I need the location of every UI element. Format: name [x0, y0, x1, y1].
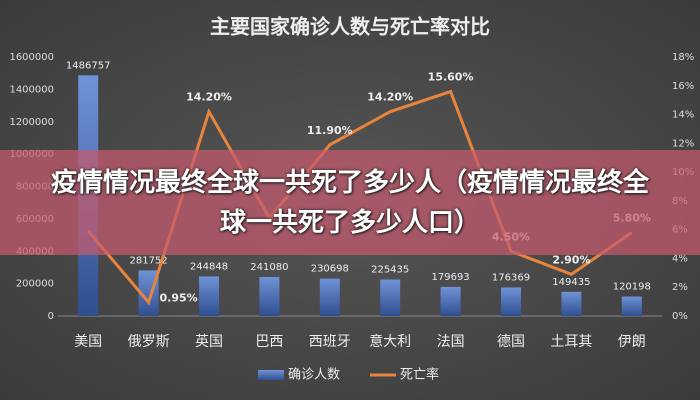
y2-tick-label: 2%: [672, 282, 688, 293]
chart-title: 主要国家确诊人数与死亡率对比: [210, 15, 490, 39]
bar: [259, 276, 280, 316]
y2-tick-label: 12%: [672, 138, 694, 149]
y2-tick-label: 0%: [672, 311, 688, 322]
y2-tick-label: 14%: [672, 110, 694, 121]
bar-value-label: 281752: [130, 255, 168, 266]
y2-tick-label: 16%: [672, 81, 694, 92]
x-tick-label: 土耳其: [550, 334, 592, 350]
y2-tick-label: 18%: [672, 52, 694, 63]
bar: [621, 296, 642, 316]
line-value-label: 15.60%: [428, 71, 474, 84]
bar: [199, 276, 219, 316]
y-tick-label: 1400000: [9, 84, 54, 95]
bar-value-label: 225435: [371, 265, 409, 276]
bar-value-label: 179693: [432, 272, 470, 283]
x-tick-label: 俄罗斯: [128, 334, 170, 350]
bar-value-label: 1486757: [66, 60, 111, 71]
banner-text: 疫情情况最终全球一共死了多少人（疫情情况最终全球一共死了多少人口）: [50, 167, 649, 238]
x-tick-label: 法国: [437, 334, 465, 350]
x-tick-label: 意大利: [369, 333, 411, 350]
bar-value-label: 230698: [311, 264, 349, 275]
x-tick-label: 伊朗: [618, 334, 646, 350]
x-tick-label: 德国: [497, 334, 525, 350]
legend-swatch: [258, 370, 284, 380]
bar-value-label: 241080: [250, 262, 288, 273]
bar-value-label: 176369: [492, 272, 530, 283]
x-tick-label: 巴西: [255, 334, 283, 350]
bar: [319, 278, 340, 316]
x-tick-label: 美国: [74, 334, 102, 350]
bar: [440, 286, 461, 316]
legend-label: 死亡率: [400, 367, 439, 383]
y2-tick-label: 4%: [672, 253, 688, 264]
bar: [501, 287, 521, 316]
bar-value-label: 149435: [552, 277, 590, 288]
line-value-label: 14.20%: [186, 91, 232, 104]
bar: [561, 291, 582, 316]
bar-value-label: 120198: [613, 282, 651, 293]
y-tick-label: 1200000: [9, 117, 54, 128]
line-value-label: 0.95%: [160, 291, 198, 304]
line-value-label: 11.90%: [307, 124, 353, 137]
legend-label: 确诊人数: [288, 368, 340, 383]
line-value-label: 14.20%: [367, 91, 413, 104]
banner: 疫情情况最终全球一共死了多少人（疫情情况最终全球一共死了多少人口）: [0, 150, 700, 255]
bar-value-label: 244848: [190, 261, 228, 272]
x-tick-label: 西班牙: [309, 334, 351, 350]
line-value-label: 2.90%: [552, 253, 590, 266]
x-tick-label: 英国: [195, 333, 223, 350]
bar: [380, 279, 401, 316]
y-tick-label: 200000: [16, 279, 54, 290]
y-tick-label: 1600000: [9, 52, 54, 63]
y-tick-label: 0: [48, 311, 54, 322]
